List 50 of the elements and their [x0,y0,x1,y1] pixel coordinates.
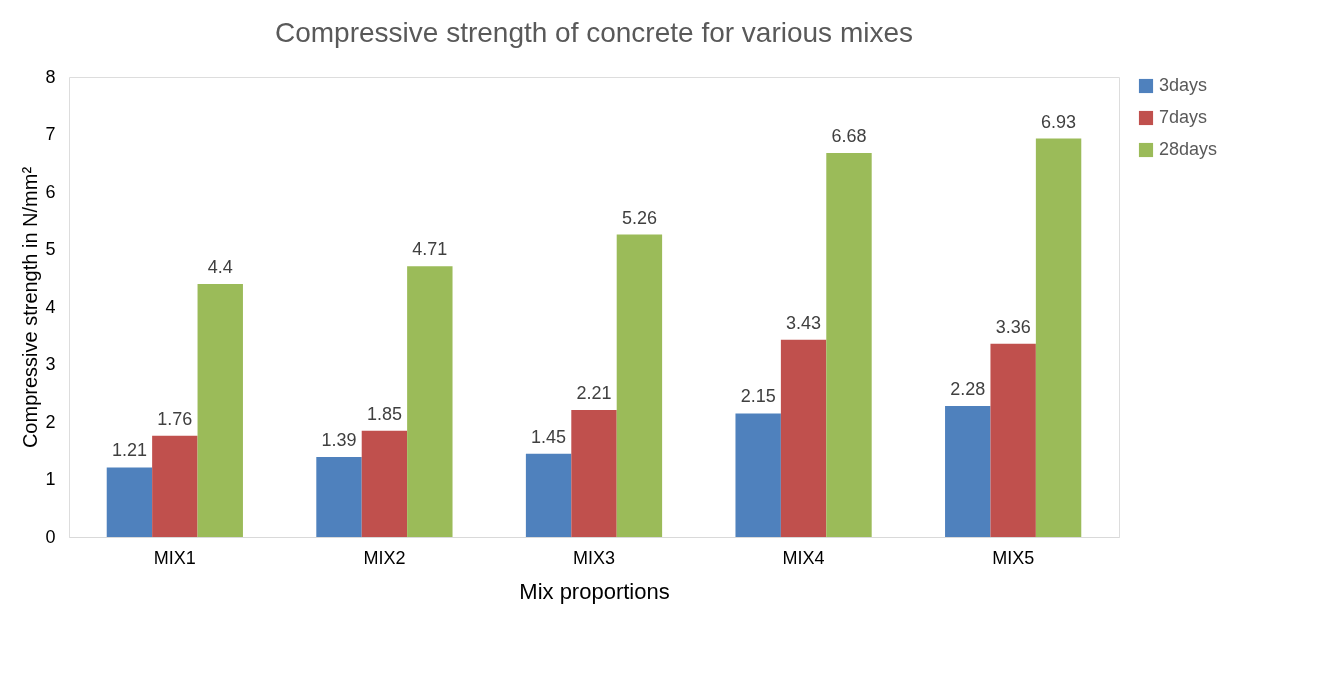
x-tick-label: MIX2 [363,547,406,568]
y-tick-label: 4 [45,296,56,317]
data-label: 2.28 [950,378,986,399]
y-tick-label: 1 [45,469,56,489]
y-tick-label: 6 [45,181,56,202]
bar [826,152,872,537]
data-label: 2.21 [576,382,612,403]
y-tick-label: 2 [45,411,56,432]
data-label: 1.45 [531,426,567,447]
data-label: 5.26 [621,207,657,228]
bar [152,435,198,537]
legend-label: 28days [1159,139,1218,159]
bar [616,234,663,537]
data-label: 1.21 [111,440,147,461]
x-tick-label: MIX5 [992,547,1035,568]
data-label: 3.36 [995,316,1031,337]
x-tick-label: MIX1 [153,547,196,568]
legend-label: 7days [1159,107,1208,127]
x-axis-title: Mix proportions [519,578,670,604]
data-label: 1.39 [321,430,357,451]
bar [780,339,827,537]
bar [945,405,991,537]
data-label: 6.68 [831,125,867,146]
bar [361,430,408,537]
y-axis-title: Compressive strength in N/mm² [19,166,42,449]
bar [106,467,153,537]
chart-title: Compressive strength of concrete for various mixes [274,17,914,48]
y-tick-label: 0 [45,526,56,547]
data-label: 3.43 [786,312,822,333]
data-label: 6.93 [1041,111,1077,132]
x-tick-label: MIX3 [572,547,616,568]
y-tick-label: 7 [45,124,56,144]
data-label: 2.15 [740,386,776,407]
data-label: 4.4 [207,257,233,277]
y-tick-label: 3 [45,354,56,374]
bar [735,413,781,537]
bar [525,453,572,537]
legend-label: 3days [1159,75,1208,95]
data-label: 4.71 [412,239,448,260]
bar [990,343,1036,537]
bar [571,409,617,537]
data-label: 1.85 [366,403,402,424]
bar [407,266,453,537]
y-tick-label: 5 [45,239,56,259]
bar [197,284,243,537]
y-tick-label: 8 [45,66,56,87]
bar [1035,138,1082,537]
bar [316,457,362,537]
data-label: 1.76 [157,408,193,429]
x-tick-label: MIX4 [782,547,825,568]
